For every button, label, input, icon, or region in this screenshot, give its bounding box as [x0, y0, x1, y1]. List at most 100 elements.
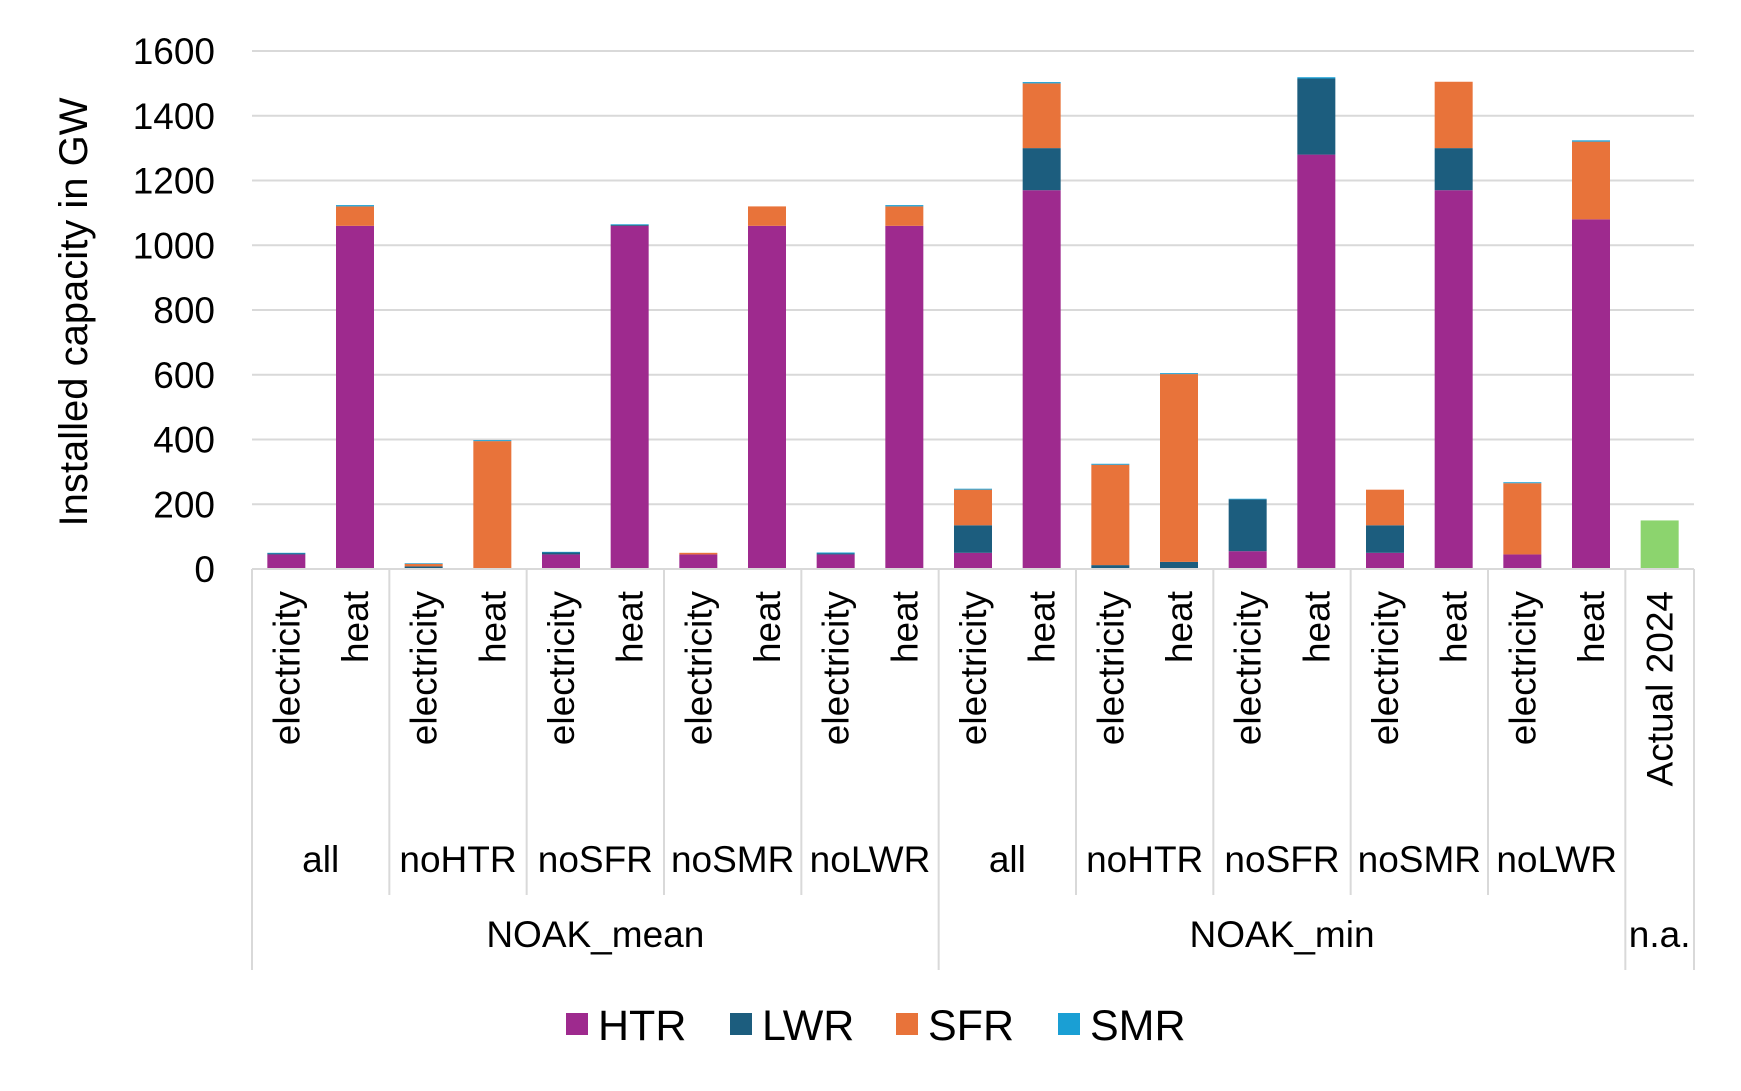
bar-lwr: [954, 525, 992, 553]
y-axis-ticks: 0 200 400 600 800 1000 1200 1400 1600: [133, 31, 215, 590]
x-category-label: heat: [335, 590, 376, 663]
x-group-label: noHTR: [1086, 839, 1203, 880]
x-group-label: noSMR: [1358, 839, 1481, 880]
bar-lwr: [404, 566, 443, 569]
x-category-label: heat: [747, 590, 788, 663]
bar-sfr: [1572, 141, 1610, 220]
bar-sfr: [679, 552, 718, 555]
bar-sfr: [473, 441, 512, 569]
x-supergroup-label: NOAK_mean: [486, 914, 704, 955]
legend-swatch-lwr: [730, 1013, 752, 1035]
bar-smr: [542, 551, 580, 553]
x-group-label: noSMR: [671, 839, 794, 880]
bar-htr: [885, 225, 924, 569]
bar-sfr: [748, 206, 786, 226]
bar-actual-2024: [1640, 520, 1679, 569]
bar-smr: [1228, 498, 1267, 500]
x-category-label: electricity: [1502, 591, 1543, 746]
bar-lwr: [610, 224, 649, 226]
bar-sfr: [1022, 83, 1061, 149]
x-category-label: electricity: [1228, 591, 1269, 746]
bar-sfr: [1434, 81, 1473, 149]
bar-htr: [1022, 190, 1061, 569]
y-tick-label: 1000: [133, 225, 215, 266]
bar-htr: [816, 554, 855, 569]
x-category-label: electricity: [404, 591, 445, 746]
x-group-label: noSFR: [1224, 839, 1339, 880]
bar-lwr: [816, 553, 855, 555]
x-category-label: heat: [884, 590, 925, 663]
bar-htr: [748, 225, 786, 569]
x-group-label: noSFR: [538, 839, 653, 880]
bar-smr: [1503, 482, 1542, 484]
bar-sfr: [885, 206, 924, 226]
bar-lwr: [1297, 78, 1336, 155]
bar-smr: [1160, 373, 1198, 375]
x-group-label: noHTR: [399, 839, 516, 880]
y-tick-label: 0: [194, 549, 215, 590]
x-category-label: heat: [1296, 590, 1337, 663]
bar-smr: [610, 224, 649, 225]
legend-label-lwr: LWR: [762, 1002, 854, 1050]
bar-lwr: [1160, 561, 1198, 569]
x-category-label: electricity: [1365, 591, 1406, 746]
x-category-label: heat: [1571, 590, 1612, 663]
y-tick-label: 400: [153, 420, 215, 461]
bar-sfr: [336, 206, 374, 226]
bar-htr: [1366, 552, 1404, 569]
bar-smr: [473, 440, 512, 442]
y-axis-title: Installed capacity in GW: [52, 97, 96, 526]
bar-lwr: [1091, 565, 1130, 569]
bar-lwr: [1022, 148, 1061, 191]
y-tick-label: 200: [153, 484, 215, 525]
legend-swatch-smr: [1058, 1013, 1080, 1035]
x-category-label: electricity: [266, 591, 307, 746]
bar-smr: [336, 205, 374, 207]
x-supergroup-label: n.a.: [1629, 914, 1691, 955]
x-group-label: noLWR: [1496, 839, 1617, 880]
x-category-label: electricity: [953, 591, 994, 746]
x-axis: electricity heat electricity heat electricit…: [251, 568, 1695, 970]
x-group-label: noLWR: [810, 839, 931, 880]
bar-htr: [1297, 154, 1336, 569]
bar-smr: [404, 563, 443, 564]
bar-smr: [816, 552, 855, 554]
bar-htr: [1228, 551, 1267, 569]
y-tick-label: 1600: [133, 31, 215, 72]
bar-smr: [885, 205, 924, 207]
y-tick-label: 800: [153, 290, 215, 331]
bar-smr: [1297, 77, 1336, 79]
x-category-label: Actual 2024: [1640, 591, 1681, 786]
x-supergroup-label: NOAK_min: [1189, 914, 1374, 955]
x-category-label: electricity: [816, 591, 857, 746]
bar-htr: [679, 554, 718, 569]
bar-sfr: [1091, 464, 1130, 566]
x-category-label: electricity: [678, 591, 719, 746]
bar-smr: [1022, 82, 1061, 84]
x-category-label: heat: [472, 590, 513, 663]
bar-sfr: [954, 489, 992, 526]
x-category-label: electricity: [541, 591, 582, 746]
bar-sfr: [1366, 489, 1404, 526]
x-group-label: all: [989, 839, 1026, 880]
x-category-label: heat: [610, 590, 651, 663]
y-tick-label: 1400: [133, 96, 215, 137]
x-group-label: all: [302, 839, 339, 880]
bar-htr: [267, 554, 306, 569]
bar-smr: [267, 552, 306, 554]
bar-smr: [954, 488, 992, 490]
y-tick-label: 1200: [133, 161, 215, 202]
legend-label-htr: HTR: [598, 1002, 686, 1050]
bar-lwr: [542, 552, 580, 555]
legend-swatch-sfr: [896, 1013, 918, 1035]
bar-lwr: [1366, 525, 1404, 553]
bar-smr: [1572, 140, 1610, 142]
bar-htr: [542, 554, 580, 569]
x-category-label: electricity: [1090, 591, 1131, 746]
bar-lwr: [1434, 148, 1473, 191]
bar-lwr: [1228, 499, 1267, 552]
bar-htr: [1572, 219, 1610, 569]
legend-label-smr: SMR: [1090, 1002, 1186, 1050]
bars: [267, 77, 1679, 569]
